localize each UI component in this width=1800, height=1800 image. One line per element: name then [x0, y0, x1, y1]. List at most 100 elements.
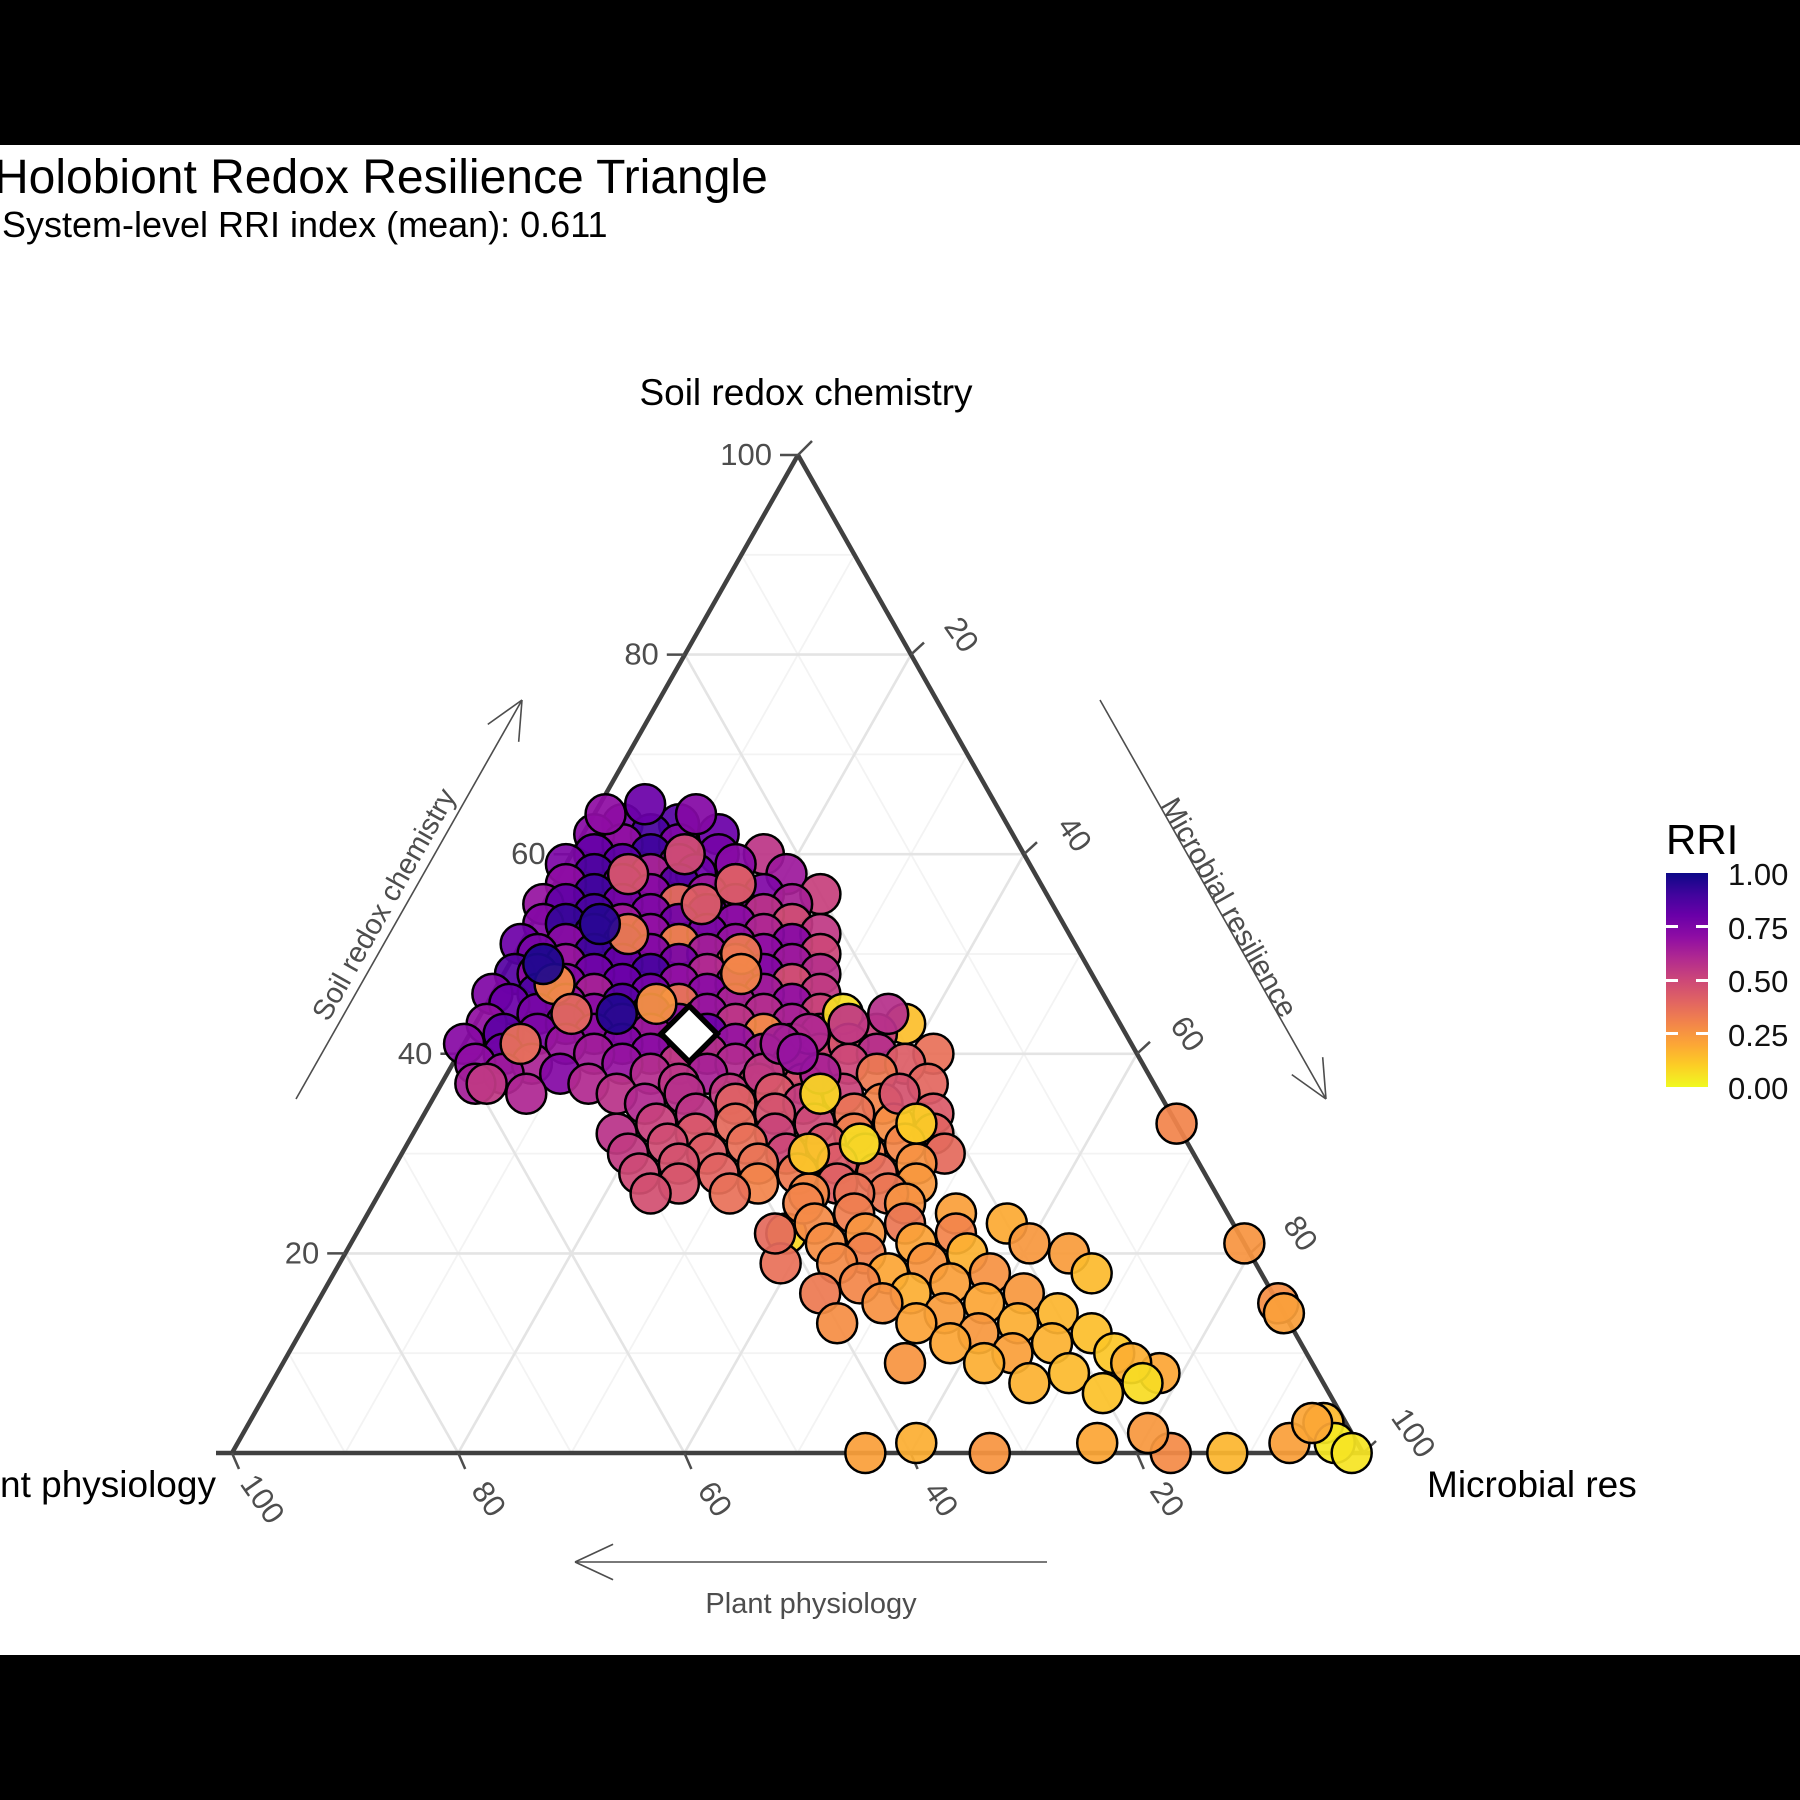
data-point	[522, 942, 565, 986]
gridline-plant	[740, 554, 1251, 1454]
bottom-tick-label: 60	[691, 1475, 739, 1523]
data-point	[1155, 1102, 1198, 1145]
left-tick-label: 20	[285, 1235, 319, 1270]
data-point	[629, 1172, 672, 1215]
bottom-tick	[1135, 1452, 1145, 1470]
data-point	[1081, 1371, 1125, 1415]
gridline-plant	[344, 1252, 460, 1454]
data-point	[968, 1431, 1012, 1475]
bottom-tick	[683, 1452, 693, 1470]
left-axis-arrow-head	[517, 699, 523, 742]
mean-point-diamond	[657, 1001, 722, 1066]
data-point	[895, 1102, 938, 1145]
data-point	[895, 1421, 938, 1465]
left-tick-label: 40	[398, 1036, 432, 1071]
data-point	[606, 852, 650, 896]
gridline-plant	[401, 1153, 573, 1454]
right-tick-label: 80	[1276, 1209, 1324, 1257]
gridline-plant	[287, 1352, 346, 1454]
legend-tick-mark	[1696, 978, 1708, 982]
left-tick-label: 80	[624, 637, 658, 672]
data-point	[1262, 1292, 1306, 1335]
bottom-axis-arrow-head	[574, 1543, 614, 1563]
data-point	[1047, 1351, 1091, 1395]
left-tick-label: 100	[720, 437, 772, 472]
data-point	[838, 1122, 882, 1165]
data-point	[1223, 1222, 1266, 1265]
data-point	[1330, 1431, 1373, 1475]
page-subtitle: System-level RRI index (mean): 0.611	[2, 204, 608, 245]
bottom-tick	[230, 1452, 241, 1470]
data-point	[827, 1002, 870, 1046]
right-tick-label: 40	[1050, 810, 1098, 858]
data-point	[866, 992, 910, 1036]
data-point	[799, 1072, 842, 1115]
data-point	[753, 1212, 797, 1255]
data-point	[714, 862, 757, 906]
data-point	[674, 793, 718, 836]
legend-value-label: 1.00	[1728, 857, 1789, 892]
data-point	[719, 952, 763, 996]
legend-title: RRI	[1666, 816, 1739, 863]
bottom-axis-arrow-head	[574, 1561, 614, 1581]
left-axis-arrow-head	[487, 699, 523, 726]
data-point	[623, 783, 667, 826]
axis-label-soil-vertex: Soil redox chemistry	[639, 372, 973, 413]
data-point	[1070, 1252, 1113, 1295]
legend-tick-mark	[1666, 1032, 1678, 1035]
legend-tick-mark	[1666, 978, 1678, 982]
page-title: Holobiont Redox Resilience Triangle	[0, 151, 768, 204]
bottom-tick-label: 20	[1143, 1475, 1191, 1523]
data-point	[550, 992, 593, 1036]
bottom-tick-label: 40	[917, 1475, 965, 1523]
right-tick	[1136, 1040, 1151, 1055]
left-axis-arrow	[295, 699, 523, 1100]
right-tick-label: 100	[1384, 1402, 1442, 1464]
data-point	[1121, 1361, 1164, 1405]
data-point	[499, 1022, 542, 1066]
legend-value-label: 0.50	[1728, 964, 1789, 999]
right-tick	[1023, 841, 1038, 856]
data-point	[680, 882, 723, 926]
plot-panel	[0, 145, 1800, 1655]
axis-label-microbe-vertex: Microbial res	[1427, 1464, 1637, 1505]
data-point	[708, 1172, 752, 1215]
right-axis-arrow-head	[1321, 1057, 1327, 1100]
legend-tick-mark	[1696, 925, 1708, 928]
data-point	[504, 1072, 548, 1115]
right-tick-label: 60	[1163, 1010, 1211, 1058]
data-point	[1126, 1411, 1170, 1455]
legend-tick-mark	[1666, 925, 1678, 928]
data-point	[895, 1302, 938, 1345]
data-point	[787, 1132, 831, 1175]
data-point	[1206, 1431, 1249, 1475]
right-tick	[910, 641, 925, 656]
apex-tick	[797, 440, 813, 456]
legend-value-label: 0.75	[1728, 910, 1789, 946]
data-point	[1290, 1401, 1334, 1445]
gridline-plant	[457, 1053, 686, 1454]
data-point	[883, 1341, 927, 1385]
bottom-tick-label: 80	[465, 1475, 513, 1523]
data-point	[663, 832, 706, 876]
axis-label-plant-vertex: nt physiology	[0, 1464, 216, 1505]
legend-tick-mark	[1696, 1032, 1708, 1035]
data-point	[595, 992, 639, 1036]
data-point	[1008, 1361, 1051, 1405]
data-point	[776, 1032, 819, 1076]
data-point	[1075, 1421, 1119, 1465]
bottom-axis-arrow-label: Plant physiology	[705, 1588, 917, 1620]
data-point	[962, 1341, 1006, 1385]
data-point	[844, 1431, 887, 1475]
legend-value-label: 0.00	[1728, 1071, 1789, 1106]
right-tick-label: 20	[937, 610, 985, 658]
legend-value-label: 0.25	[1728, 1017, 1789, 1053]
data-point	[465, 1062, 508, 1105]
data-point	[1008, 1222, 1051, 1265]
left-tick-label: 60	[511, 836, 545, 871]
right-axis-arrow-head	[1291, 1073, 1327, 1100]
bottom-tick	[457, 1452, 467, 1470]
data-point	[861, 1282, 904, 1325]
